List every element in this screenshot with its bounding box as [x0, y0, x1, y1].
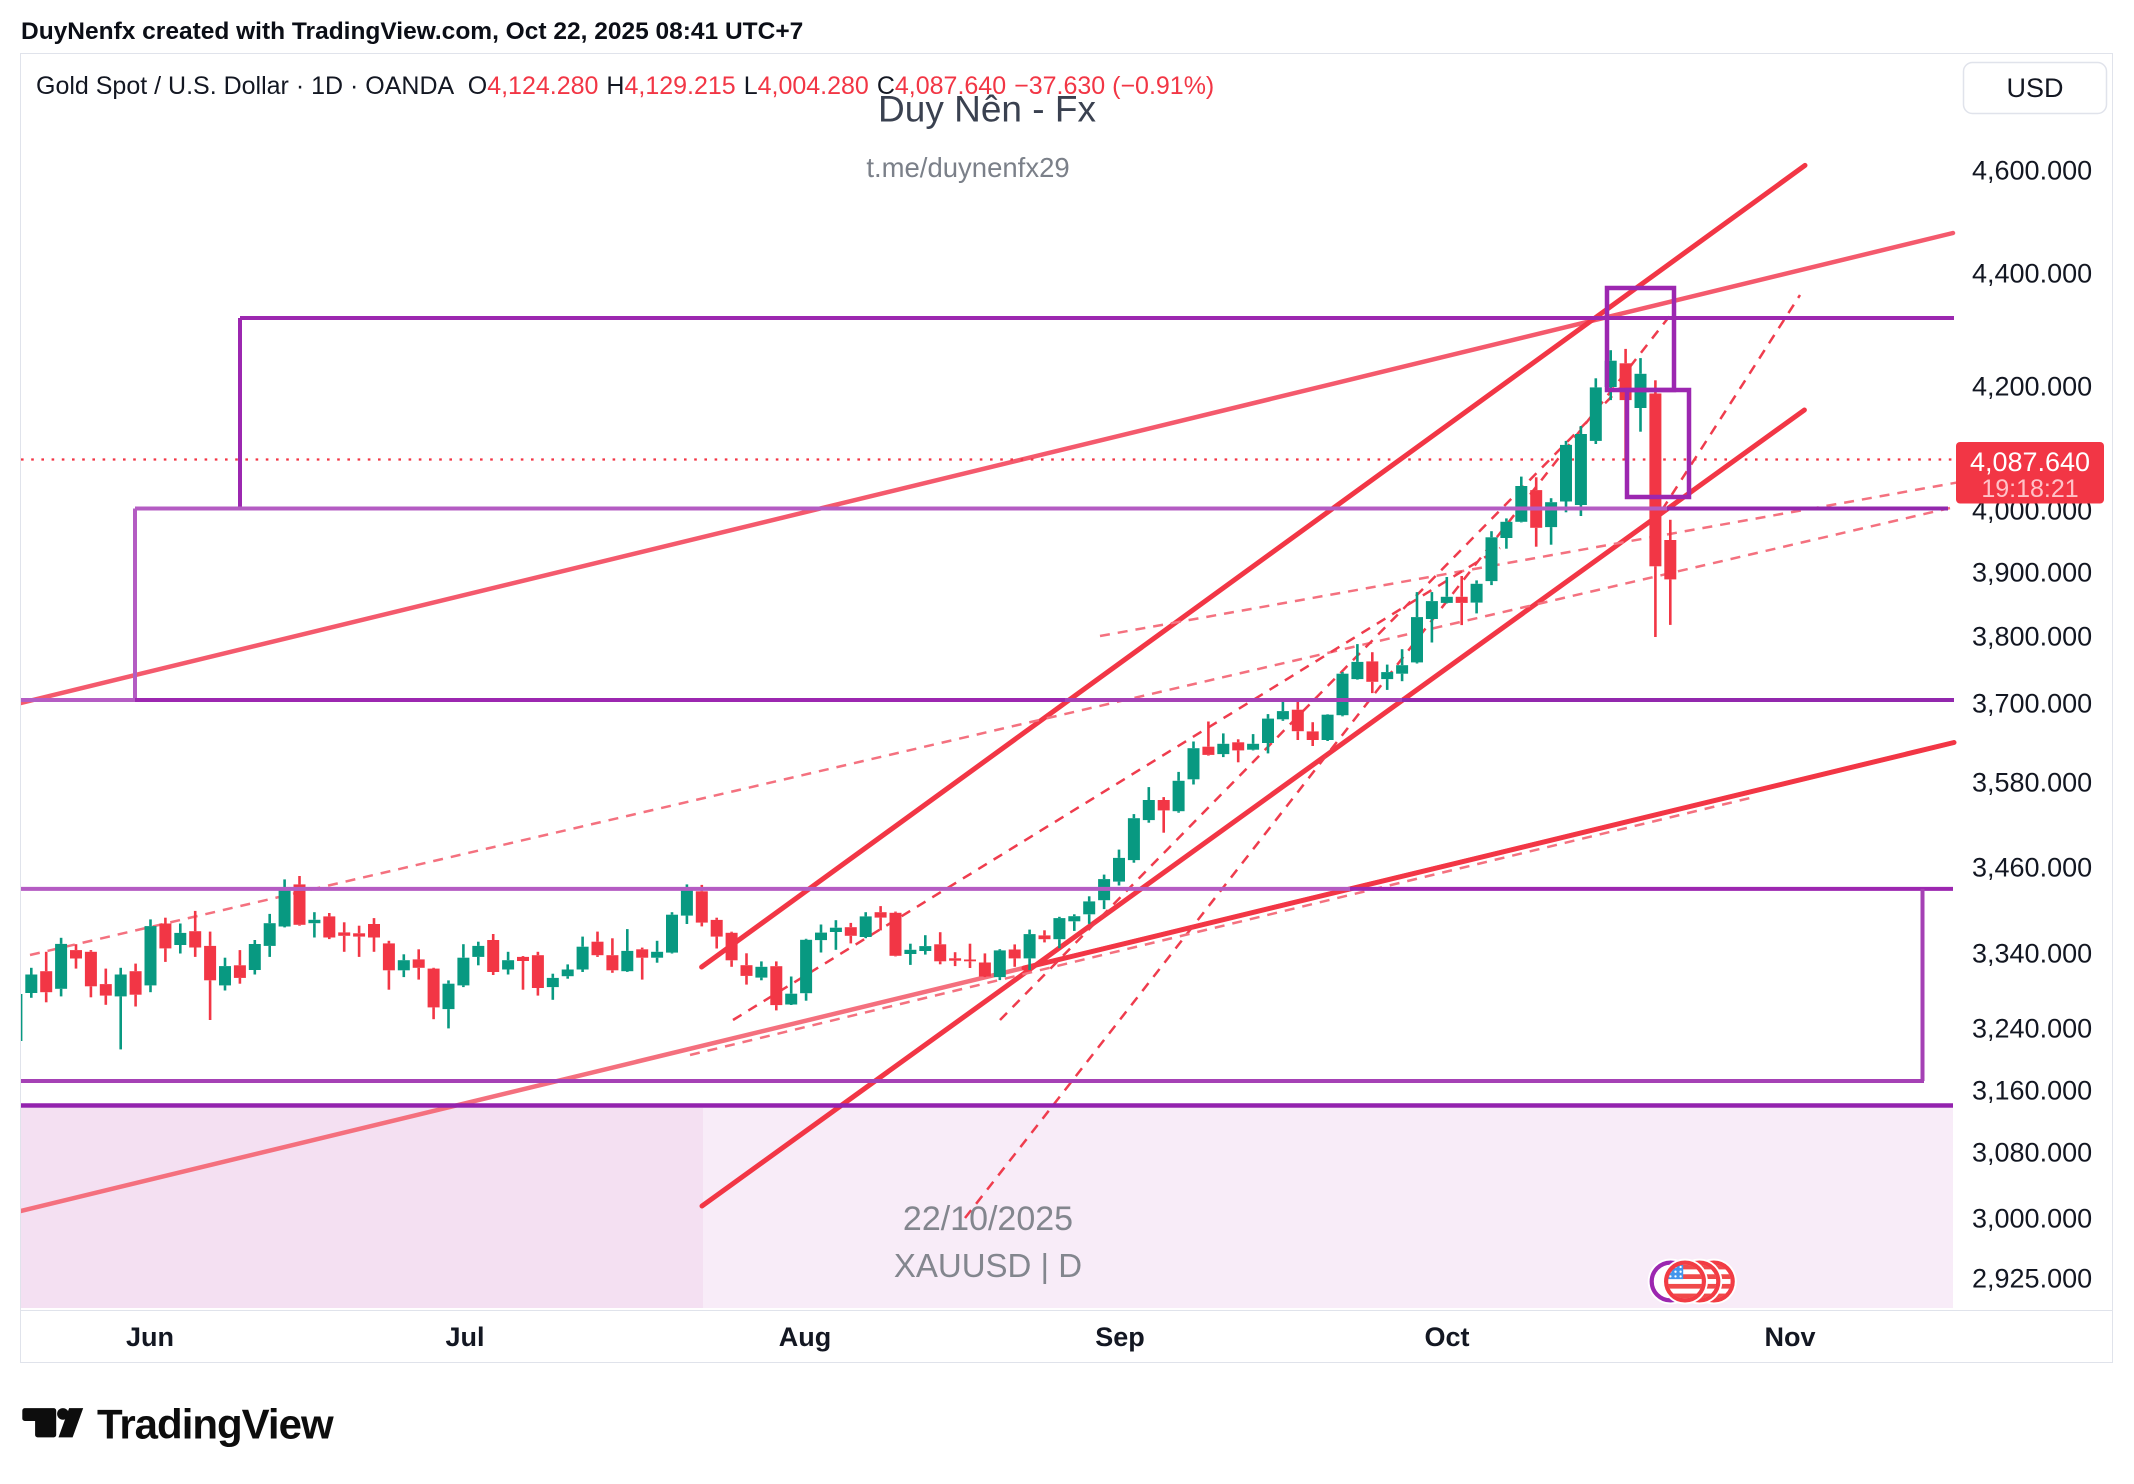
svg-text:3,340.000: 3,340.000	[1972, 939, 2092, 969]
svg-text:3,460.000: 3,460.000	[1972, 853, 2092, 883]
svg-text:Jun: Jun	[126, 1322, 174, 1352]
svg-text:3,900.000: 3,900.000	[1972, 558, 2092, 588]
svg-text:Duy Nên - Fx: Duy Nên - Fx	[878, 89, 1096, 130]
svg-text:3,080.000: 3,080.000	[1972, 1138, 2092, 1168]
svg-text:TradingView: TradingView	[97, 1401, 334, 1448]
svg-text:4,600.000: 4,600.000	[1972, 156, 2092, 186]
svg-text:Oct: Oct	[1424, 1322, 1469, 1352]
svg-text:3,580.000: 3,580.000	[1972, 768, 2092, 798]
svg-text:3,240.000: 3,240.000	[1972, 1014, 2092, 1044]
svg-text:Nov: Nov	[1764, 1322, 1815, 1352]
svg-text:XAUUSD | D: XAUUSD | D	[894, 1247, 1082, 1284]
svg-text:3,160.000: 3,160.000	[1972, 1076, 2092, 1106]
svg-text:Sep: Sep	[1095, 1322, 1145, 1352]
svg-text:19:18:21: 19:18:21	[1981, 475, 2078, 503]
svg-text:2,925.000: 2,925.000	[1972, 1264, 2092, 1294]
svg-text:22/10/2025: 22/10/2025	[903, 1200, 1073, 1238]
svg-text:USD: USD	[2006, 73, 2063, 103]
svg-text:DuyNenfx created with TradingV: DuyNenfx created with TradingView.com, O…	[21, 18, 803, 45]
svg-text:Jul: Jul	[445, 1322, 484, 1352]
svg-text:Aug: Aug	[779, 1322, 831, 1352]
svg-text:3,700.000: 3,700.000	[1972, 689, 2092, 719]
svg-text:Gold Spot / U.S. Dollar · 1D ·: Gold Spot / U.S. Dollar · 1D · OANDA O4,…	[36, 72, 1214, 100]
svg-text:3,000.000: 3,000.000	[1972, 1204, 2092, 1234]
svg-text:4,400.000: 4,400.000	[1972, 259, 2092, 289]
svg-text:4,200.000: 4,200.000	[1972, 372, 2092, 402]
svg-text:t.me/duynenfx29: t.me/duynenfx29	[866, 152, 1069, 183]
svg-text:3,800.000: 3,800.000	[1972, 622, 2092, 652]
svg-text:4,087.640: 4,087.640	[1970, 447, 2090, 477]
